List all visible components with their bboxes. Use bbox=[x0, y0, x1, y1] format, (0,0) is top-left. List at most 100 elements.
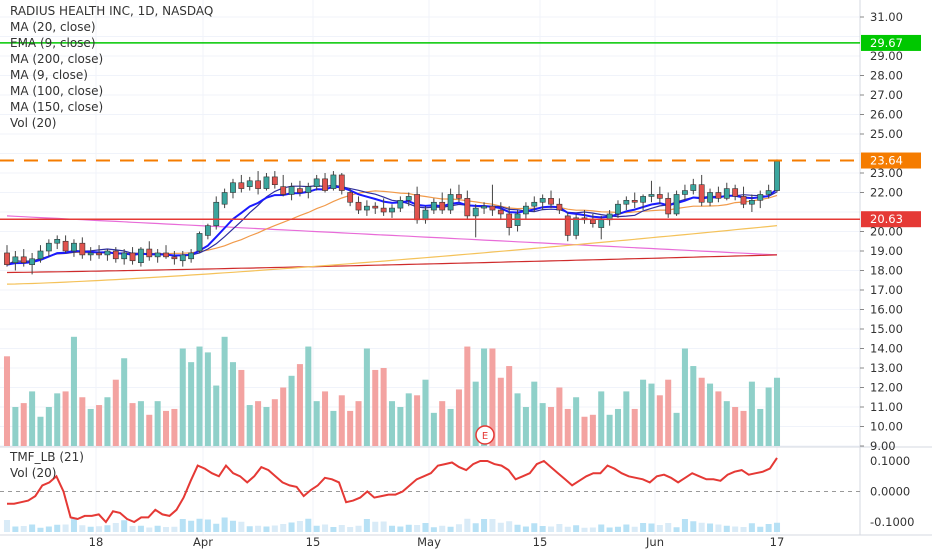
tmf-volume-bar bbox=[12, 526, 19, 532]
candle-down bbox=[464, 198, 471, 217]
volume-bar bbox=[213, 385, 220, 446]
volume-bar bbox=[707, 383, 714, 446]
tmf-volume-bar bbox=[656, 525, 663, 532]
candle-down bbox=[589, 219, 596, 225]
volume-bar bbox=[296, 364, 303, 446]
volume-bar bbox=[472, 381, 479, 446]
tmf-volume-bar bbox=[581, 527, 588, 532]
tmf-volume-bar bbox=[179, 519, 186, 532]
candle-down bbox=[715, 192, 722, 199]
tmf-volume-bar bbox=[196, 518, 203, 532]
tmf-volume-bar bbox=[154, 525, 161, 532]
tmf-line bbox=[7, 457, 778, 524]
tmf-volume-bar bbox=[414, 525, 421, 532]
candle-up bbox=[121, 252, 128, 260]
ma100-line bbox=[6, 225, 778, 285]
tmf-volume-bar bbox=[690, 521, 697, 532]
candle-up bbox=[54, 239, 61, 244]
tmf-volume-bar bbox=[539, 526, 546, 532]
y-tick-label: 29.00 bbox=[870, 49, 903, 63]
volume-bar bbox=[665, 379, 672, 446]
candle-up bbox=[430, 201, 437, 211]
x-tick-label: 18 bbox=[89, 535, 104, 549]
volume-bar bbox=[20, 403, 27, 446]
volume-bar bbox=[347, 410, 354, 446]
candle-up bbox=[757, 194, 764, 201]
volume-bar bbox=[196, 346, 203, 446]
candle-down bbox=[556, 203, 563, 211]
candle-down bbox=[20, 256, 27, 264]
tmf-volume-bar bbox=[748, 523, 755, 532]
candle-down bbox=[171, 256, 178, 260]
candle-up bbox=[37, 250, 44, 260]
tmf-volume-bar bbox=[255, 525, 262, 532]
tmf-volume-bar bbox=[522, 526, 529, 532]
volume-bar bbox=[606, 414, 613, 446]
volume-bar bbox=[715, 391, 722, 446]
volume-bar bbox=[765, 387, 772, 446]
candle-up bbox=[723, 188, 730, 199]
volume-bar bbox=[648, 383, 655, 446]
candle-up bbox=[87, 252, 94, 256]
tmf-volume-bar bbox=[146, 527, 153, 532]
y-tick-label: 10.00 bbox=[870, 420, 903, 434]
candle-up bbox=[154, 252, 161, 258]
candle-up bbox=[179, 254, 186, 262]
y-tick-label: 23.00 bbox=[870, 166, 903, 180]
y-tick-label: 11.00 bbox=[870, 400, 903, 414]
volume-bar bbox=[380, 368, 387, 446]
candle-up bbox=[774, 161, 780, 191]
tmf-volume-bar bbox=[598, 524, 605, 532]
volume-bar bbox=[238, 369, 245, 446]
candle-up bbox=[531, 201, 538, 207]
volume-bar bbox=[37, 416, 44, 446]
candle-up bbox=[138, 248, 144, 264]
tmf-volume-bar bbox=[665, 523, 672, 532]
volume-bar bbox=[313, 401, 320, 446]
candle-up bbox=[104, 250, 111, 256]
tmf-volume-bar bbox=[163, 527, 170, 532]
y-tick-label: 27.00 bbox=[870, 88, 903, 102]
volume-bar bbox=[589, 414, 596, 446]
candle-down bbox=[380, 207, 387, 213]
volume-bar bbox=[137, 401, 144, 446]
volume-bar bbox=[598, 391, 605, 446]
volume-bar bbox=[656, 395, 663, 446]
tmf-volume-bar bbox=[280, 524, 287, 532]
ma150-line bbox=[6, 254, 778, 274]
candle-up bbox=[330, 174, 337, 189]
tmf-tick-label: 0.0000 bbox=[870, 485, 910, 499]
volume-bar bbox=[681, 348, 688, 446]
volume-bar bbox=[690, 366, 697, 446]
candle-down bbox=[62, 240, 69, 252]
study-label: MA (20, close) bbox=[10, 20, 96, 34]
volume-bar bbox=[45, 407, 52, 446]
volume-bar bbox=[489, 348, 496, 446]
tmf-volume-bar bbox=[388, 525, 396, 532]
candle-up bbox=[673, 194, 680, 215]
volume-bar bbox=[171, 408, 178, 446]
candle-down bbox=[238, 182, 245, 189]
tmf-volume-bar bbox=[589, 527, 596, 532]
volume-bar bbox=[121, 358, 128, 446]
candle-up bbox=[45, 242, 52, 252]
candle-down bbox=[631, 200, 638, 203]
earnings-marker-label: E bbox=[482, 431, 488, 442]
x-tick-label: 15 bbox=[533, 535, 548, 549]
volume-bar bbox=[246, 405, 253, 446]
price-label-box bbox=[861, 152, 921, 169]
volume-bar bbox=[740, 410, 747, 446]
candle-up bbox=[71, 242, 77, 252]
volume-bar bbox=[70, 336, 77, 446]
tmf-volume-bar bbox=[188, 520, 195, 532]
y-tick-label: 9.00 bbox=[870, 439, 896, 453]
tmf-volume-bar bbox=[363, 519, 370, 532]
study-label: MA (9, close) bbox=[10, 68, 88, 82]
candle-up bbox=[523, 205, 529, 215]
candle-up bbox=[405, 196, 412, 201]
candle-up bbox=[263, 176, 270, 189]
candle-up bbox=[648, 194, 655, 197]
study-label: MA (150, close) bbox=[10, 100, 104, 114]
candle-down bbox=[96, 252, 102, 256]
volume-bar bbox=[87, 408, 94, 446]
